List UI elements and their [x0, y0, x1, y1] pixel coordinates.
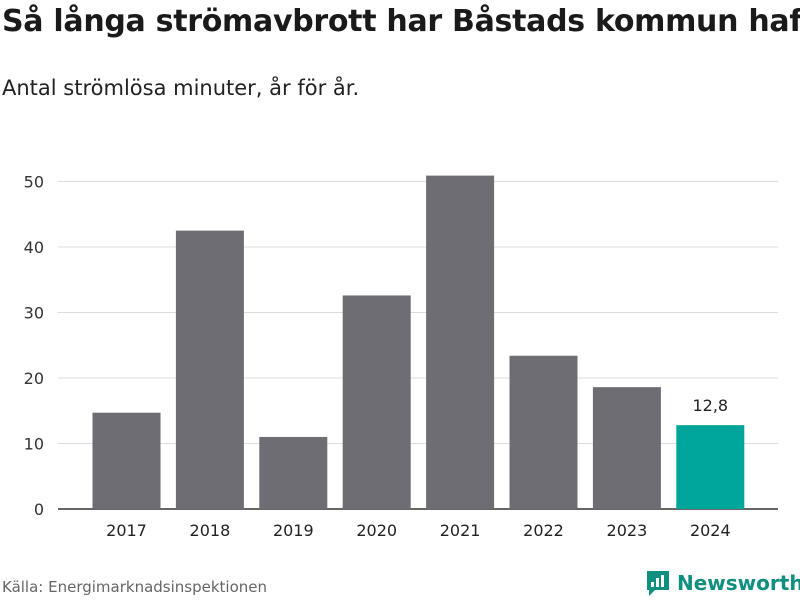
y-tick-label: 40 — [24, 238, 44, 257]
data-label: 12,8 — [692, 396, 728, 415]
chart-title: Så långa strömavbrott har Båstads kommun… — [2, 4, 800, 39]
chart-subtitle: Antal strömlösa minuter, år för år. — [2, 76, 360, 100]
x-tick-label: 2024 — [690, 521, 731, 540]
bar-2022 — [509, 355, 578, 509]
x-tick-label: 2019 — [273, 521, 314, 540]
axis-labels: 0 10 20 30 40 50 2017 2018 2019 2020 2021 2022 2023 2… — [24, 173, 731, 541]
x-tick-label: 2023 — [607, 521, 648, 540]
brand-logo: Newsworthy — [645, 569, 800, 597]
bar-2024 — [676, 425, 745, 509]
y-tick-label: 20 — [24, 369, 44, 388]
x-tick-label: 2017 — [106, 521, 147, 540]
x-tick-label: 2020 — [356, 521, 397, 540]
y-tick-label: 30 — [24, 304, 44, 323]
bar-2020 — [342, 295, 411, 509]
gridlines — [58, 181, 778, 510]
y-tick-label: 50 — [24, 173, 44, 192]
x-tick-label: 2018 — [190, 521, 231, 540]
bars — [92, 175, 745, 510]
source-note: Källa: Energimarknadsinspektionen — [2, 578, 268, 596]
y-tick-label: 0 — [34, 500, 44, 519]
bar-2021 — [426, 175, 495, 510]
y-tick-label: 10 — [24, 435, 44, 454]
brand-name: Newsworthy — [677, 571, 800, 595]
bar-2019 — [259, 436, 328, 509]
bar-2023 — [592, 387, 661, 509]
newsworthy-logo-icon — [647, 571, 669, 596]
x-tick-label: 2022 — [523, 521, 564, 540]
x-tick-label: 2021 — [440, 521, 481, 540]
bar-2018 — [175, 230, 244, 509]
bar-2017 — [92, 412, 161, 509]
